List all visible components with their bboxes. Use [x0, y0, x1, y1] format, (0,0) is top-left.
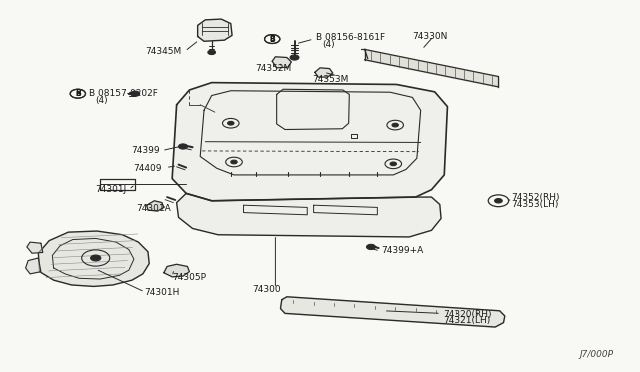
- Circle shape: [392, 123, 398, 127]
- Text: (4): (4): [323, 41, 335, 49]
- Text: 74352(RH): 74352(RH): [511, 193, 559, 202]
- Polygon shape: [27, 242, 43, 253]
- Polygon shape: [147, 201, 164, 211]
- Polygon shape: [26, 258, 41, 274]
- Circle shape: [208, 50, 216, 55]
- Circle shape: [367, 244, 376, 250]
- Text: B 08156-8161F: B 08156-8161F: [316, 33, 385, 42]
- Circle shape: [495, 199, 502, 203]
- Text: 74399: 74399: [131, 146, 160, 155]
- Text: (4): (4): [96, 96, 108, 105]
- Polygon shape: [38, 231, 149, 286]
- Text: 74300: 74300: [252, 285, 280, 294]
- Text: 74305P: 74305P: [172, 273, 206, 282]
- Text: 74353(LH): 74353(LH): [511, 200, 559, 209]
- Circle shape: [131, 91, 140, 96]
- Text: 74321(LH): 74321(LH): [443, 316, 490, 325]
- Text: B: B: [269, 35, 275, 44]
- Polygon shape: [315, 68, 333, 77]
- Text: B: B: [76, 91, 81, 97]
- Text: 74399+A: 74399+A: [381, 246, 424, 255]
- Polygon shape: [172, 83, 447, 201]
- Text: 74409: 74409: [134, 164, 162, 173]
- Text: 74301H: 74301H: [144, 288, 179, 297]
- Circle shape: [290, 55, 299, 60]
- Polygon shape: [280, 297, 505, 327]
- Text: 74330N: 74330N: [412, 32, 448, 41]
- Text: B 08157-0202F: B 08157-0202F: [89, 89, 157, 98]
- Polygon shape: [177, 193, 441, 237]
- Text: 74352M: 74352M: [255, 64, 291, 73]
- Text: 74353M: 74353M: [312, 75, 349, 84]
- Text: 74301J: 74301J: [96, 185, 127, 194]
- Text: 74345M: 74345M: [145, 47, 182, 56]
- Text: 74320(RH): 74320(RH): [443, 310, 492, 319]
- Text: 74301A: 74301A: [136, 204, 172, 214]
- Circle shape: [228, 121, 234, 125]
- Polygon shape: [198, 19, 232, 41]
- Text: B: B: [75, 89, 81, 98]
- Circle shape: [179, 144, 188, 149]
- Text: J7/000P: J7/000P: [579, 350, 613, 359]
- Text: B: B: [269, 36, 275, 42]
- Circle shape: [231, 160, 237, 164]
- Polygon shape: [272, 57, 291, 68]
- Circle shape: [91, 255, 100, 261]
- Polygon shape: [164, 264, 189, 277]
- Circle shape: [390, 162, 396, 166]
